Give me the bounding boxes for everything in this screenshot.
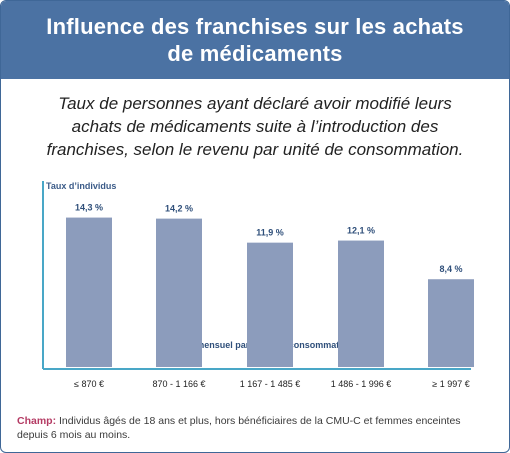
subtitle-line-2: achats de médicaments suite à l’introduc…	[71, 117, 439, 136]
champ-label: Champ:	[17, 415, 57, 427]
category-label-4: 1 486 - 1 996 €	[331, 379, 392, 389]
value-label-3: 11,9 %	[256, 228, 284, 238]
subtitle-line-3: franchises, selon le revenu par unité de…	[46, 140, 464, 159]
bar-chart: Taux d’individus Revenu mensuel par unit…	[42, 181, 474, 389]
subtitle-line-1: Taux de personnes ayant déclaré avoir mo…	[58, 94, 452, 113]
bar-1	[66, 217, 112, 367]
value-label-2: 14,2 %	[165, 204, 193, 214]
value-label-5: 8,4 %	[439, 264, 462, 274]
footnote: Champ: Individus âgés de 18 ans et plus,…	[17, 414, 497, 442]
bar-4	[338, 240, 384, 367]
bars-group: 14,3 % ≤ 870 € 14,2 % 870 - 1 166 € 11,9 % 1 …	[66, 203, 474, 389]
bar-5	[428, 279, 474, 367]
category-label-1: ≤ 870 €	[74, 379, 104, 389]
title-line-2: de médicaments	[167, 41, 343, 66]
footnote-line-1: Individus âgés de 18 ans et plus, hors b…	[56, 415, 461, 427]
bar-2	[156, 218, 202, 367]
title-line-1: Influence des franchises sur les achats	[46, 14, 464, 39]
chart-subtitle: Taux de personnes ayant déclaré avoir mo…	[15, 92, 495, 161]
footnote-line-2: depuis 6 mois au moins.	[17, 429, 131, 441]
bar-3	[247, 242, 293, 367]
value-label-1: 14,3 %	[75, 203, 103, 213]
category-label-3: 1 167 - 1 485 €	[240, 379, 301, 389]
category-label-2: 870 - 1 166 €	[152, 379, 205, 389]
y-axis-label: Taux d’individus	[46, 181, 116, 191]
category-label-5: ≥ 1 997 €	[432, 379, 469, 389]
value-label-4: 12,1 %	[347, 226, 375, 236]
title-banner: Influence des franchises sur les achats …	[1, 1, 509, 79]
